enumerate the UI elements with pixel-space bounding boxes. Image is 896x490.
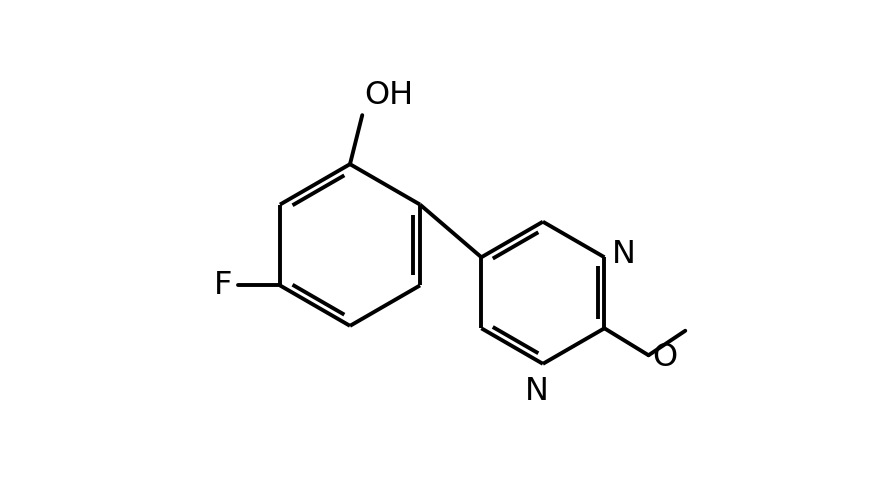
Text: N: N	[612, 239, 635, 270]
Text: OH: OH	[365, 80, 414, 111]
Text: F: F	[214, 270, 232, 301]
Text: N: N	[525, 376, 549, 407]
Text: O: O	[652, 342, 677, 373]
